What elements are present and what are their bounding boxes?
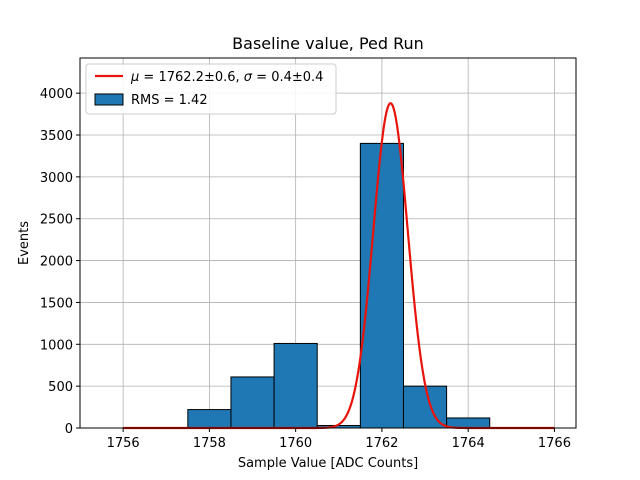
y-tick-label: 3000 (40, 171, 73, 186)
legend-fit-label: μ = 1762.2±0.6, σ = 0.4±0.4 (130, 70, 323, 85)
plot-frame (79, 57, 577, 429)
legend: μ = 1762.2±0.6, σ = 0.4±0.4 RMS = 1.42 (85, 63, 337, 115)
histogram-bar (187, 409, 232, 429)
y-tick-label: 1500 (40, 296, 73, 311)
legend-hist-swatch (94, 93, 124, 106)
y-tick-label: 4000 (40, 87, 73, 102)
x-tick-label: 1762 (365, 436, 398, 451)
legend-hist-label: RMS = 1.42 (131, 93, 208, 108)
y-axis-label: Events (17, 221, 32, 265)
legend-mu-value: 1762.2±0.6 (158, 70, 235, 85)
x-tick-label: 1760 (279, 436, 312, 451)
legend-box (85, 63, 337, 115)
x-axis-label: Sample Value [ADC Counts] (238, 456, 418, 471)
chart-title: Baseline value, Ped Run (232, 34, 424, 53)
x-tick-label: 1766 (538, 436, 571, 451)
x-tick-label: 1756 (107, 436, 140, 451)
y-tick-label: 2000 (40, 255, 73, 270)
x-tick-label: 1764 (452, 436, 485, 451)
x-tick-label: 1758 (193, 436, 226, 451)
y-tick-label: 500 (48, 380, 73, 395)
x-ticks: 1756 1758 1760 1762 1764 1766 (107, 428, 571, 451)
histogram-bar (359, 142, 404, 429)
y-ticks: 0 500 1000 1500 2000 2500 3000 3500 4000 (40, 87, 80, 437)
bars-layer (187, 142, 491, 429)
histogram-bar (230, 376, 275, 429)
y-tick-label: 2500 (40, 213, 73, 228)
y-tick-label: 3500 (40, 129, 73, 144)
y-tick-label: 0 (65, 422, 73, 437)
legend-sigma-value: 0.4±0.4 (271, 70, 323, 85)
y-tick-label: 1000 (40, 338, 73, 353)
histogram-bar (273, 342, 318, 429)
